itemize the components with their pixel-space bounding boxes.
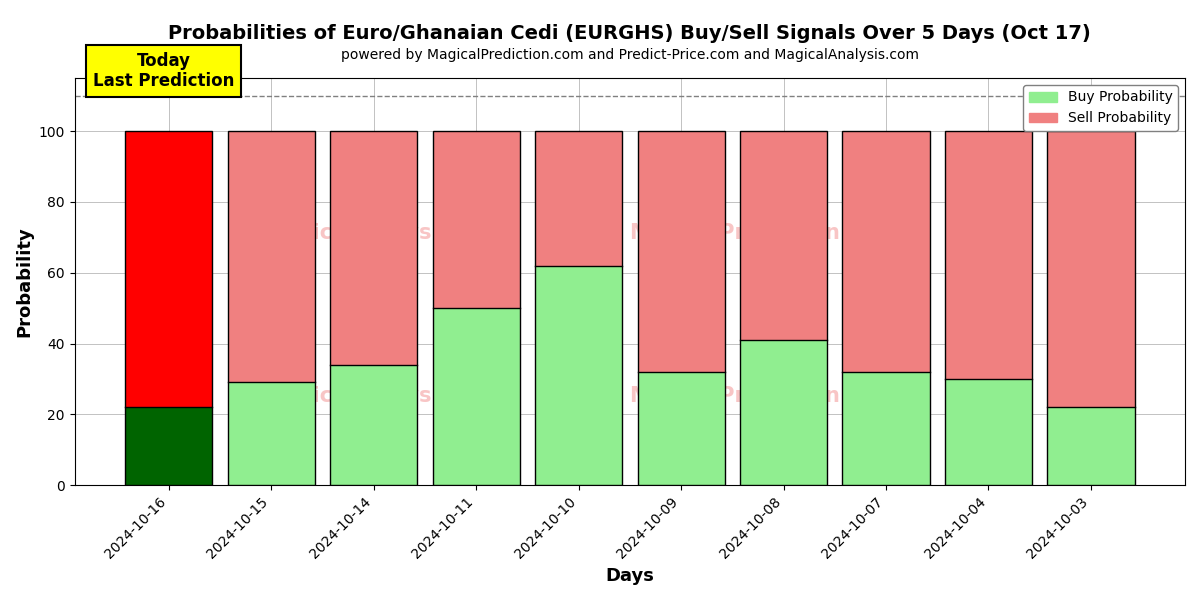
Bar: [125, 407, 212, 485]
Legend: Buy Probability, Sell Probability: Buy Probability, Sell Probability: [1024, 85, 1178, 131]
Bar: [1048, 407, 1134, 485]
Bar: [944, 131, 1032, 379]
Title: Probabilities of Euro/Ghanaian Cedi (EURGHS) Buy/Sell Signals Over 5 Days (Oct 1: Probabilities of Euro/Ghanaian Cedi (EUR…: [168, 24, 1091, 43]
Bar: [637, 372, 725, 485]
Bar: [330, 365, 418, 485]
Bar: [842, 131, 930, 372]
Bar: [842, 372, 930, 485]
Text: powered by MagicalPrediction.com and Predict-Price.com and MagicalAnalysis.com: powered by MagicalPrediction.com and Pre…: [341, 48, 919, 62]
Bar: [740, 340, 827, 485]
Bar: [330, 131, 418, 365]
Bar: [432, 131, 520, 308]
Bar: [740, 131, 827, 340]
Text: MagicalPrediction.com: MagicalPrediction.com: [630, 386, 896, 406]
Text: MagicalAnalysis.com: MagicalAnalysis.com: [263, 386, 508, 406]
Text: MagicalAnalysis.com: MagicalAnalysis.com: [263, 223, 508, 243]
Bar: [535, 266, 622, 485]
Bar: [637, 131, 725, 485]
Bar: [535, 131, 622, 485]
Text: Today
Last Prediction: Today Last Prediction: [92, 52, 234, 91]
Text: MagicalPrediction.com: MagicalPrediction.com: [630, 223, 896, 243]
Bar: [1048, 131, 1134, 485]
Bar: [1048, 131, 1134, 407]
Bar: [125, 131, 212, 485]
Bar: [432, 131, 520, 485]
Bar: [228, 131, 314, 382]
Bar: [740, 131, 827, 485]
Bar: [228, 131, 314, 485]
Bar: [944, 379, 1032, 485]
Bar: [842, 131, 930, 485]
Bar: [535, 131, 622, 266]
Bar: [432, 308, 520, 485]
Bar: [125, 131, 212, 407]
Bar: [944, 131, 1032, 485]
Bar: [637, 131, 725, 372]
X-axis label: Days: Days: [605, 567, 654, 585]
Bar: [330, 131, 418, 485]
Y-axis label: Probability: Probability: [16, 226, 34, 337]
Bar: [228, 382, 314, 485]
